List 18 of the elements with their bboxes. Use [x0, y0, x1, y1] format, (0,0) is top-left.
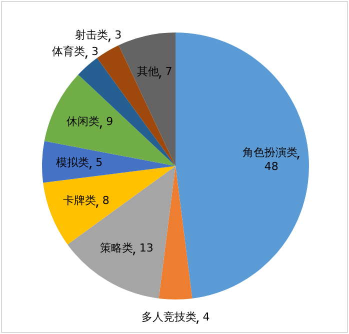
- data-label: 4: [202, 310, 210, 324]
- data-label: 5: [96, 156, 103, 169]
- data-label: 9: [106, 115, 114, 128]
- slice-label: 体育类: [52, 45, 86, 58]
- data-label: 8: [102, 194, 110, 208]
- data-label: 48: [264, 160, 278, 173]
- data-label: 3: [92, 45, 99, 58]
- data-label: 13: [139, 242, 154, 255]
- slice-label: 多人竞技类: [141, 310, 196, 324]
- slice-label: 射击类: [75, 28, 108, 42]
- slice-label: 其他: [136, 65, 159, 78]
- slice-label: 策略类: [100, 242, 133, 255]
- slice-label: 休闲类: [66, 115, 100, 128]
- slice-label: 模拟类: [56, 156, 90, 169]
- slice-label: 卡牌类: [62, 194, 96, 208]
- slice-label: 角色扮演类: [242, 146, 298, 159]
- data-label: 3: [114, 28, 122, 42]
- data-label: 7: [165, 65, 172, 78]
